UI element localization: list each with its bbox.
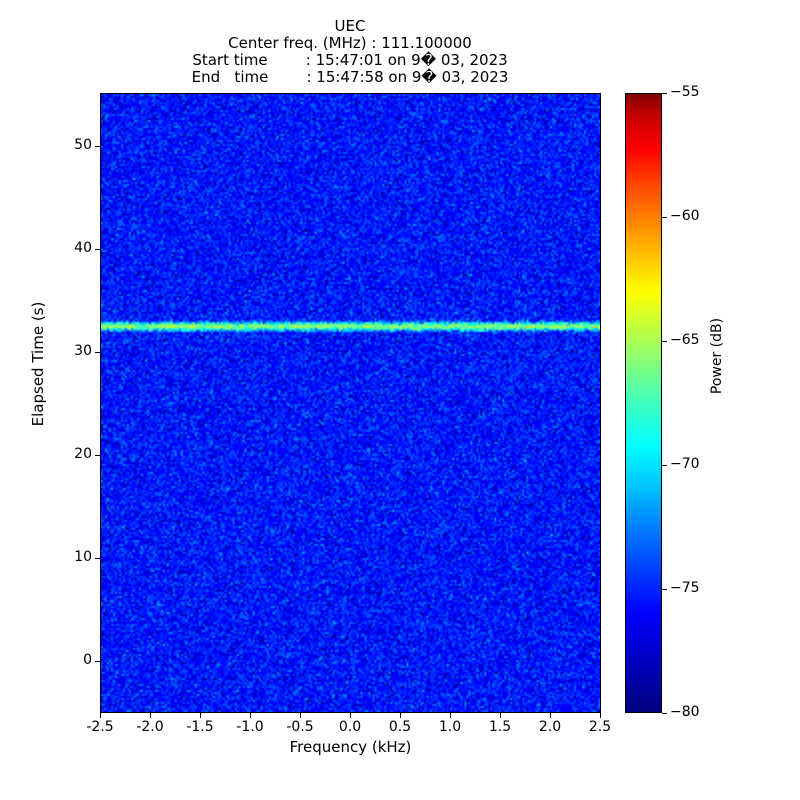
y-tick-label: 10 — [74, 549, 92, 565]
colorbar-tick-mark — [662, 217, 667, 218]
x-tick-label: 0.5 — [388, 719, 412, 735]
y-tick-mark — [95, 558, 100, 559]
x-tick-mark — [500, 713, 501, 718]
title-center-freq: Center freq. (MHz) : 111.100000 — [228, 34, 472, 52]
spectrogram-image — [101, 94, 600, 712]
colorbar-tick-label: −60 — [670, 208, 700, 224]
y-tick-mark — [95, 249, 100, 250]
colorbar-tick-mark — [662, 465, 667, 466]
x-tick-label: 1.5 — [488, 719, 512, 735]
colorbar-gradient — [626, 94, 661, 712]
figure-title-block: UEC Center freq. (MHz) : 111.100000 Star… — [0, 18, 700, 86]
y-tick-label: 50 — [74, 137, 92, 153]
colorbar-tick-label: −75 — [670, 580, 700, 596]
x-tick-label: 2.0 — [538, 719, 562, 735]
x-tick-mark — [350, 713, 351, 718]
x-axis-label: Frequency (kHz) — [289, 738, 412, 756]
colorbar-tick-label: −55 — [670, 84, 700, 100]
colorbar-tick-label: −70 — [670, 456, 700, 472]
colorbar-tick-mark — [662, 93, 667, 94]
colorbar-tick-label: −80 — [670, 704, 700, 720]
y-tick-label: 30 — [74, 343, 92, 359]
x-tick-label: -2.0 — [136, 719, 164, 735]
x-tick-mark — [150, 713, 151, 718]
y-tick-mark — [95, 661, 100, 662]
y-tick-mark — [95, 352, 100, 353]
x-tick-label: 1.0 — [438, 719, 462, 735]
x-tick-mark — [300, 713, 301, 718]
x-tick-mark — [250, 713, 251, 718]
x-tick-mark — [100, 713, 101, 718]
x-tick-label: -1.5 — [186, 719, 214, 735]
y-tick-label: 0 — [83, 652, 92, 668]
colorbar — [625, 93, 662, 713]
colorbar-tick-label: −65 — [670, 332, 700, 348]
title-end-time: End time : 15:47:58 on 9� 03, 2023 — [191, 68, 509, 86]
colorbar-tick-mark — [662, 589, 667, 590]
x-tick-label: -1.0 — [236, 719, 264, 735]
x-tick-mark — [400, 713, 401, 718]
colorbar-tick-mark — [662, 713, 667, 714]
y-tick-mark — [95, 146, 100, 147]
x-tick-mark — [200, 713, 201, 718]
x-tick-mark — [450, 713, 451, 718]
y-tick-label: 20 — [74, 446, 92, 462]
x-tick-mark — [600, 713, 601, 718]
x-tick-mark — [550, 713, 551, 718]
x-tick-label: 0.0 — [338, 719, 362, 735]
x-tick-label: -2.5 — [86, 719, 114, 735]
y-tick-mark — [95, 455, 100, 456]
y-axis-label: Elapsed Time (s) — [29, 301, 47, 427]
x-tick-label: -0.5 — [286, 719, 314, 735]
spectrogram-plot-area — [100, 93, 601, 713]
title-station: UEC — [334, 17, 366, 35]
title-start-time: Start time : 15:47:01 on 9� 03, 2023 — [192, 51, 508, 69]
y-tick-label: 40 — [74, 240, 92, 256]
x-tick-label: 2.5 — [588, 719, 612, 735]
colorbar-tick-mark — [662, 341, 667, 342]
colorbar-label: Power (dB) — [709, 317, 725, 395]
